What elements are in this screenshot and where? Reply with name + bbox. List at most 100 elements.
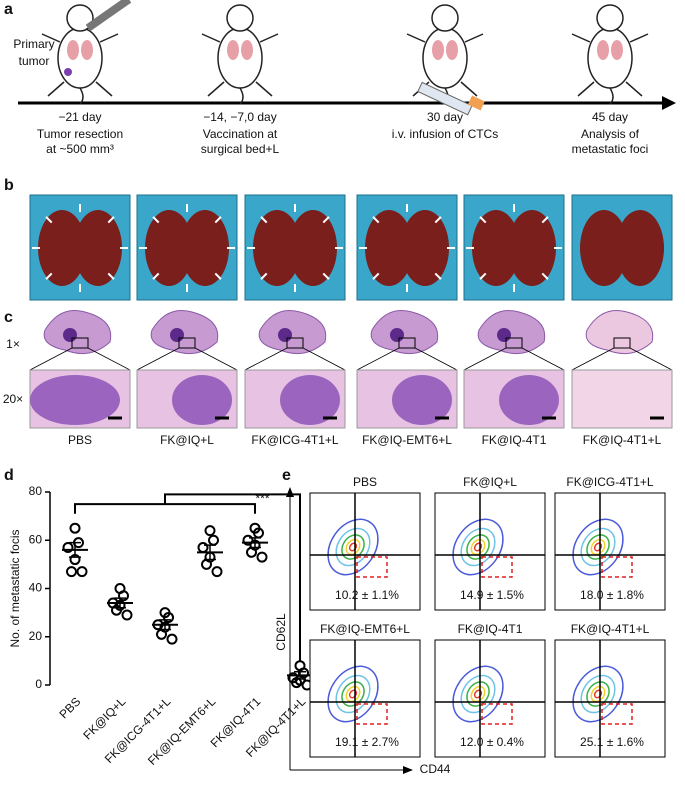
density-contour — [345, 538, 361, 556]
plot-title: FK@IQ-4T1+L — [571, 622, 650, 636]
significance-marker: *** — [255, 491, 269, 505]
event-description: i.v. infusion of CTCs — [392, 127, 498, 141]
zoom-box — [286, 337, 304, 349]
lung-lobe — [289, 210, 337, 286]
density-contour — [470, 685, 486, 703]
event-description: Tumor resection — [37, 127, 123, 141]
tumor-region — [172, 375, 232, 425]
zoom-lines — [136, 347, 238, 371]
arrow — [214, 272, 222, 280]
error-bar — [159, 619, 171, 631]
panel-label: d — [4, 467, 14, 484]
metastatic-focus — [170, 328, 184, 342]
panel-label: b — [4, 177, 14, 194]
scalpel — [85, 0, 132, 32]
density-contour — [572, 665, 624, 723]
tumor — [64, 68, 72, 76]
magnification: 1× — [6, 337, 20, 351]
data-point — [76, 566, 88, 578]
zoom-box — [613, 337, 631, 349]
significance-bracket — [74, 493, 301, 661]
error-bar — [204, 544, 216, 561]
arrow — [434, 216, 442, 224]
lung — [241, 40, 253, 60]
data-point — [69, 522, 81, 534]
data-point — [111, 604, 122, 616]
density-contour — [327, 665, 379, 723]
plot-title: FK@IQ-EMT6+L — [320, 622, 410, 636]
label: Primary — [13, 37, 54, 51]
arrow — [372, 216, 380, 224]
density-contour — [341, 534, 365, 560]
gate-percentage: 12.0 ± 0.4% — [460, 735, 524, 749]
event-day: −14, −7,0 day — [203, 110, 276, 124]
arrow — [260, 272, 268, 280]
lung-lobe — [616, 210, 664, 286]
data-point — [291, 677, 302, 689]
panel-label: e — [282, 467, 291, 484]
arrowhead — [286, 487, 294, 497]
arrow — [45, 272, 53, 280]
arrow — [322, 272, 330, 280]
y-tick-label: 80 — [29, 484, 43, 498]
tumor-region — [392, 375, 452, 425]
mouse-limbs — [571, 33, 649, 105]
data-point — [256, 551, 268, 563]
tumor-region — [280, 375, 340, 425]
lung — [446, 40, 458, 60]
tissue-section — [477, 310, 546, 355]
gate-percentage: 25.1 ± 1.6% — [580, 735, 644, 749]
plot-title: PBS — [353, 475, 377, 489]
plot-title: FK@IQ+L — [463, 475, 517, 489]
lung-lobe — [472, 210, 520, 286]
arrow — [107, 216, 115, 224]
mouse-limbs — [201, 33, 279, 105]
tumor-region — [30, 375, 120, 425]
arrow — [434, 272, 442, 280]
gate-region — [481, 703, 513, 725]
metastatic-focus — [497, 328, 511, 342]
plot-title: FK@IQ-4T1 — [458, 622, 523, 636]
lung — [81, 40, 93, 60]
gate-percentage: 10.2 ± 1.1% — [335, 588, 399, 602]
syringe-plunger — [467, 95, 485, 111]
zoom-box — [398, 337, 416, 349]
x-tick-label: PBS — [56, 694, 83, 721]
y-tick-label: 20 — [29, 629, 43, 643]
panel-label: c — [4, 309, 13, 326]
arrowhead — [403, 766, 413, 774]
timeline-arrowhead — [662, 96, 676, 110]
density-contour — [327, 518, 379, 576]
tissue-section — [585, 310, 654, 355]
tumor-region — [499, 375, 559, 425]
lung — [227, 40, 239, 60]
arrow — [152, 272, 160, 280]
arrow — [152, 216, 160, 224]
metastatic-focus — [390, 328, 404, 342]
data-point — [163, 611, 174, 623]
error-bar — [114, 597, 126, 609]
density-contour — [466, 534, 490, 560]
lung — [67, 40, 79, 60]
zoom-lines — [29, 347, 131, 371]
event-description: metastatic foci — [572, 142, 649, 156]
event-description: Analysis of — [581, 127, 640, 141]
arrow — [214, 216, 222, 224]
lung — [597, 40, 609, 60]
lung-lobe — [38, 210, 86, 286]
lung — [432, 40, 444, 60]
gate-region — [601, 703, 633, 725]
gate-percentage: 19.1 ± 2.7% — [335, 735, 399, 749]
mouse-head — [431, 4, 459, 32]
density-contour — [452, 665, 504, 723]
mouse-illustration — [406, 4, 484, 105]
tissue-section — [150, 310, 219, 355]
tissue-section — [370, 310, 439, 355]
mouse-head — [596, 4, 624, 32]
y-tick-label: 0 — [35, 677, 42, 691]
lung-lobe — [365, 210, 413, 286]
gate-region — [356, 556, 388, 578]
tissue-section — [258, 310, 327, 355]
label: tumor — [19, 54, 50, 68]
